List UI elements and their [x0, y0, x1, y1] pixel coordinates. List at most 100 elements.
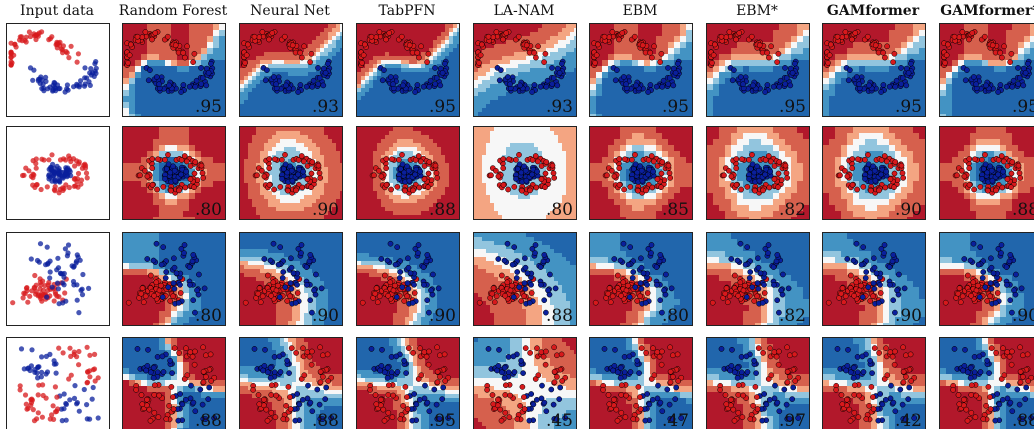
- decision-surface: [474, 24, 576, 116]
- point-class-blue: [167, 357, 173, 364]
- point-class-blue: [46, 172, 52, 178]
- point-class-blue: [190, 399, 197, 406]
- point-class-blue: [1016, 401, 1023, 408]
- point-class-blue: [320, 82, 327, 89]
- point-class-blue: [409, 417, 416, 424]
- point-class-blue: [169, 370, 175, 376]
- point-class-blue: [898, 65, 904, 71]
- point-class-red: [164, 33, 171, 40]
- accuracy-score: .88: [311, 411, 339, 429]
- point-class-blue: [630, 269, 637, 275]
- point-class-blue: [496, 346, 502, 353]
- point-class-red: [791, 351, 798, 358]
- point-class-blue: [673, 384, 680, 391]
- point-class-red: [627, 184, 634, 190]
- point-class-blue: [878, 245, 885, 252]
- point-class-red: [300, 345, 306, 352]
- point-class-blue: [315, 65, 321, 71]
- point-class-red: [858, 282, 864, 289]
- point-class-red: [293, 350, 299, 356]
- point-class-blue: [545, 287, 551, 294]
- point-class-blue: [159, 294, 166, 300]
- point-class-blue: [322, 69, 329, 76]
- point-class-blue: [556, 396, 563, 402]
- point-class-red: [255, 290, 262, 297]
- point-class-red: [542, 184, 548, 191]
- point-class-blue: [737, 240, 744, 247]
- point-class-red: [966, 36, 972, 43]
- point-class-red: [710, 52, 717, 59]
- point-class-blue: [640, 270, 647, 277]
- point-class-red: [623, 392, 630, 399]
- point-class-red: [550, 170, 557, 176]
- point-class-blue: [440, 384, 447, 391]
- point-class-red: [406, 42, 413, 49]
- point-class-red: [1008, 184, 1014, 191]
- point-class-red: [495, 173, 502, 180]
- point-class-blue: [1025, 60, 1031, 67]
- point-class-blue: [998, 250, 1004, 256]
- point-class-blue: [621, 354, 628, 360]
- point-class-red: [402, 187, 408, 194]
- point-class-blue: [513, 275, 520, 281]
- point-class-red: [490, 285, 497, 292]
- point-class-blue: [644, 391, 651, 397]
- data-points: [602, 151, 674, 196]
- panel-moons-ebm: .95: [589, 23, 693, 117]
- point-class-red: [149, 36, 155, 43]
- point-class-red: [273, 392, 280, 399]
- point-class-blue: [781, 386, 788, 393]
- column-header-gamformer-: GAMformer*: [940, 3, 1034, 19]
- point-class-blue: [150, 257, 157, 264]
- point-class-blue: [869, 370, 875, 376]
- point-class-blue: [72, 383, 78, 389]
- decision-surface: [940, 127, 1034, 219]
- point-class-red: [966, 165, 973, 172]
- point-class-red: [767, 158, 774, 165]
- point-class-blue: [872, 177, 879, 184]
- panel-blobs-ebm-: .82: [706, 232, 810, 326]
- point-class-red: [189, 353, 196, 360]
- point-class-blue: [617, 257, 624, 264]
- point-class-blue: [636, 370, 642, 376]
- point-class-blue: [147, 369, 154, 376]
- point-class-blue: [964, 67, 970, 73]
- point-class-red: [755, 345, 762, 351]
- point-class-red: [558, 351, 565, 358]
- point-class-red: [860, 184, 867, 190]
- point-class-red: [84, 175, 90, 181]
- point-class-blue: [511, 369, 518, 375]
- decision-surface: [240, 127, 342, 219]
- point-class-blue: [663, 271, 669, 278]
- point-class-blue: [32, 369, 38, 375]
- point-class-red: [283, 402, 289, 409]
- point-class-blue: [307, 252, 314, 258]
- column-header-neural-net: Neural Net: [250, 3, 330, 19]
- point-class-blue: [150, 364, 157, 371]
- point-class-red: [299, 184, 306, 191]
- point-class-red: [191, 361, 198, 368]
- point-class-blue: [664, 386, 671, 393]
- point-class-red: [76, 348, 82, 355]
- point-class-blue: [173, 270, 180, 277]
- point-class-red: [417, 345, 423, 352]
- point-class-red: [142, 167, 148, 174]
- point-class-red: [667, 344, 673, 351]
- decision-surface: [123, 338, 225, 429]
- point-class-red: [944, 41, 951, 48]
- point-class-red: [784, 344, 790, 351]
- point-class-blue: [178, 89, 184, 95]
- point-class-red: [882, 184, 889, 191]
- point-class-red: [500, 165, 507, 172]
- data-points: [369, 151, 441, 196]
- point-class-blue: [770, 264, 777, 270]
- point-class-blue: [294, 391, 301, 397]
- point-class-blue: [766, 396, 773, 403]
- point-class-blue: [990, 270, 997, 277]
- point-class-blue: [400, 82, 406, 89]
- point-class-blue: [286, 370, 292, 376]
- point-class-blue: [653, 83, 660, 90]
- point-class-blue: [84, 75, 90, 81]
- point-class-red: [317, 344, 323, 351]
- point-class-red: [170, 406, 177, 412]
